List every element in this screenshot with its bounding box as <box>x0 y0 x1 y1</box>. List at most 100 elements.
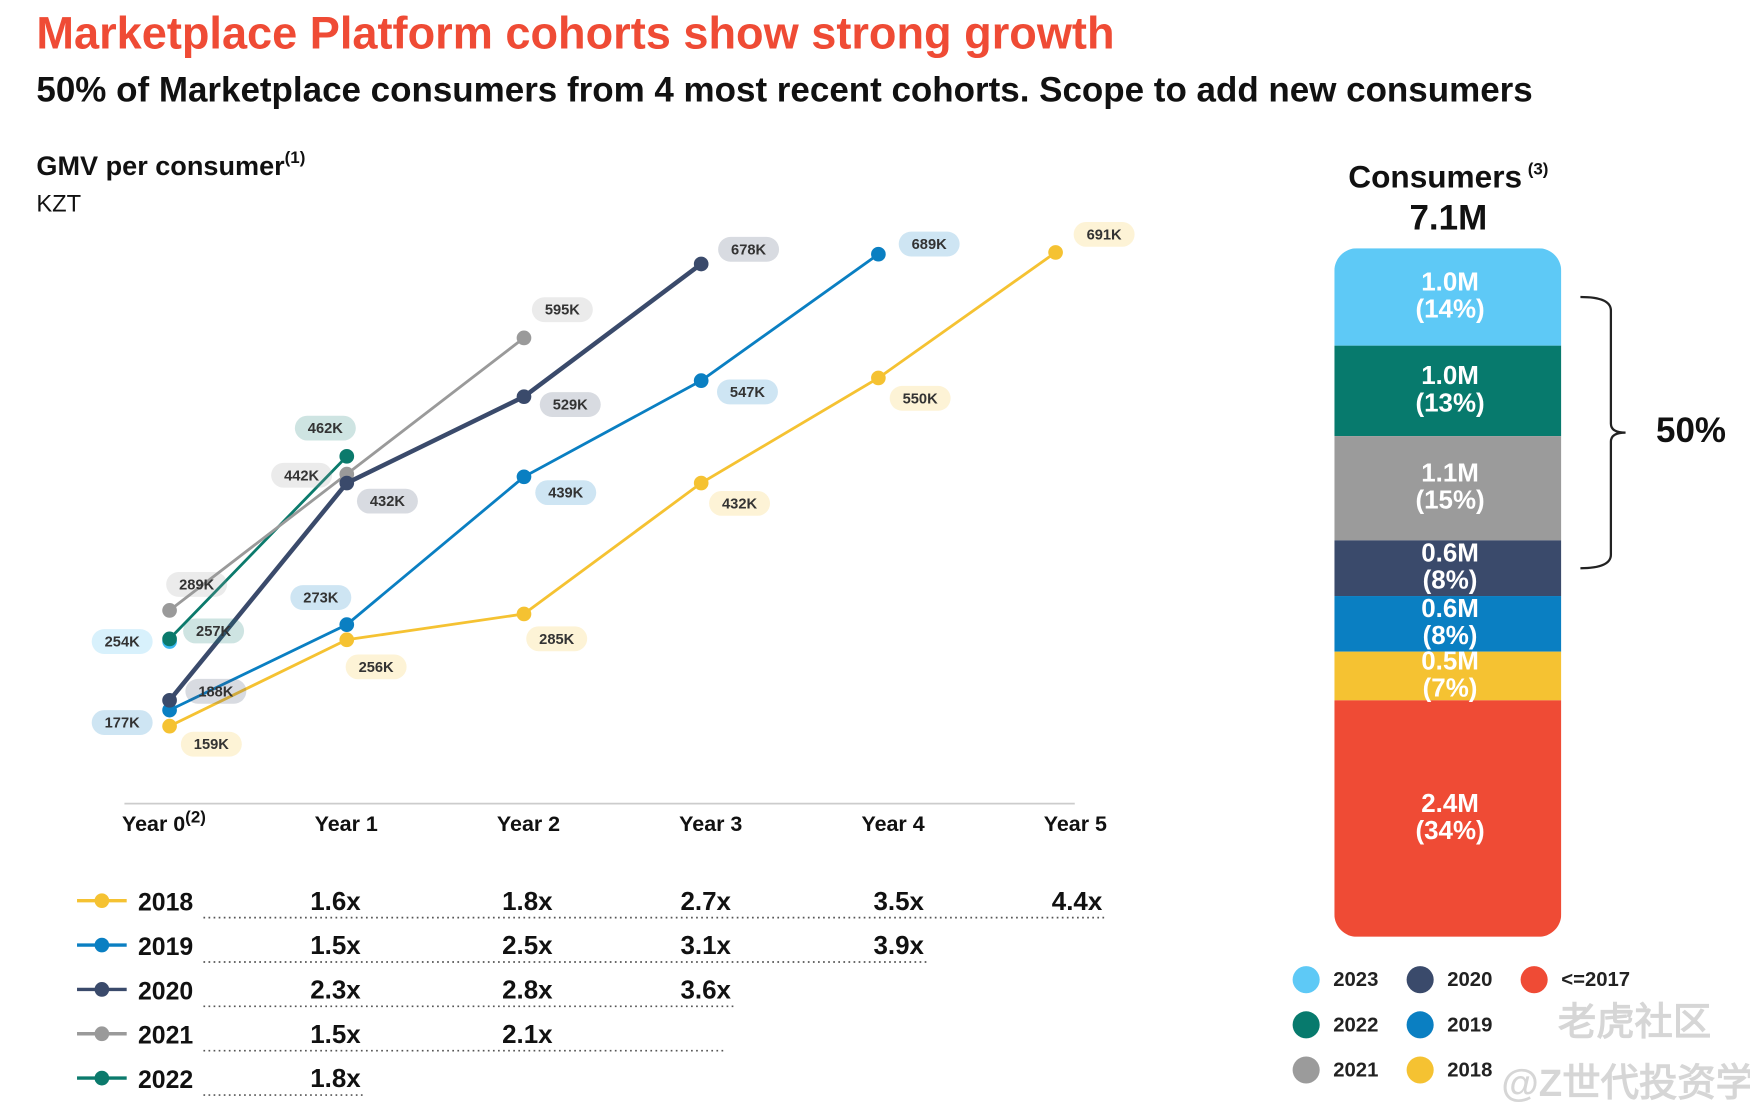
bracket-label: 50% <box>1656 411 1726 450</box>
x-tick-label: Year 4 <box>861 812 924 836</box>
multiple: 1.6x <box>310 888 361 916</box>
multiple: 3.5x <box>873 888 924 916</box>
label-pill <box>294 415 356 441</box>
legend-dot <box>94 1070 110 1086</box>
multiple: 4.4x <box>1052 888 1103 916</box>
total: 7.1M <box>1409 198 1487 237</box>
data-label: 547K <box>730 385 765 401</box>
unit: KZT <box>36 192 81 218</box>
row-name: 2018 <box>138 890 193 917</box>
point <box>516 469 532 485</box>
x-tick-label: Year 1 <box>315 812 378 836</box>
segment-share: (34%) <box>1415 817 1484 845</box>
label-pill <box>709 490 771 516</box>
point <box>1048 245 1063 260</box>
multiple: 3.6x <box>680 977 731 1005</box>
point <box>516 389 532 405</box>
bar-segment <box>1334 345 1562 437</box>
data-label: 678K <box>731 242 766 258</box>
footnote-mark: (2) <box>185 808 206 827</box>
legend-label: 2019 <box>1447 1014 1492 1036</box>
x-tick-text: Year 0 <box>122 812 185 836</box>
point <box>339 448 355 464</box>
label-pill <box>531 297 593 323</box>
data-label: 439K <box>548 486 583 502</box>
label-pill <box>716 379 778 405</box>
line <box>168 251 1057 728</box>
legend-swatch <box>1520 966 1548 994</box>
label-pill <box>889 385 951 411</box>
legend-swatch <box>1406 1011 1434 1039</box>
segment-share: (14%) <box>1415 295 1484 323</box>
row-name: 2020 <box>138 978 193 1005</box>
legend-swatch <box>1406 966 1434 994</box>
multiple: 2.8x <box>502 977 553 1005</box>
label-pill <box>898 231 960 257</box>
data-label: 289K <box>179 577 214 593</box>
chart-title-text: GMV per consumer <box>36 150 285 181</box>
label-pill <box>526 626 588 652</box>
point <box>162 603 177 618</box>
data-label: 595K <box>545 303 580 319</box>
legend-swatch <box>1292 1056 1320 1084</box>
subtitle: 50% of Marketplace consumers from 4 most… <box>36 71 1532 110</box>
data-label: 256K <box>359 660 394 676</box>
legend-label: 2018 <box>1447 1059 1492 1081</box>
row-name: 2021 <box>138 1023 193 1050</box>
label-pill <box>535 480 597 506</box>
data-label: 462K <box>308 421 343 437</box>
bar-segment <box>1334 248 1562 346</box>
label-pill <box>539 392 601 417</box>
multiple: 2.7x <box>680 888 731 916</box>
point <box>871 370 886 386</box>
line <box>168 455 348 640</box>
x-tick-label: Year 5 <box>1044 812 1107 836</box>
bar-title-text: Consumers <box>1348 159 1522 195</box>
data-label: 689K <box>912 237 947 253</box>
segment-label: 2.4M <box>1421 790 1479 818</box>
label-pill <box>1073 221 1135 247</box>
data-label: 442K <box>284 468 319 484</box>
segment-share: (8%) <box>1423 567 1478 595</box>
data-label: 177K <box>105 716 140 732</box>
multiple: 1.8x <box>502 888 553 916</box>
point <box>693 373 709 388</box>
data-label: 529K <box>553 398 588 414</box>
label-pill <box>166 572 228 597</box>
x-tick-text: Year 4 <box>861 812 924 836</box>
label-pill <box>185 678 247 704</box>
data-label: 550K <box>903 391 938 407</box>
label-pill <box>718 236 780 262</box>
x-tick-label: Year 2 <box>497 812 560 836</box>
chart-title: GMV per consumer(1) <box>36 149 305 182</box>
legend-label: 2023 <box>1333 969 1378 991</box>
data-label: 188K <box>198 684 233 700</box>
x-tick-text: Year 2 <box>497 812 560 836</box>
multiple: 3.9x <box>873 932 924 960</box>
x-tick-label: Year 0(2) <box>122 808 206 836</box>
footnote-mark: (1) <box>285 149 306 168</box>
legend-label: <=2017 <box>1561 969 1630 991</box>
row-name: 2022 <box>138 1067 193 1094</box>
legend-label: 2022 <box>1333 1014 1378 1036</box>
point <box>516 606 532 622</box>
legend-dot <box>94 893 110 909</box>
footnote-mark: (3) <box>1528 160 1549 179</box>
point <box>693 256 709 272</box>
point <box>339 632 355 648</box>
multiple: 2.5x <box>502 932 553 960</box>
watermark: 老虎社区 <box>1558 1001 1711 1044</box>
legend-swatch <box>1292 966 1320 994</box>
label-pill <box>91 710 153 735</box>
segment-label: 0.5M <box>1421 647 1479 675</box>
bar-segment <box>1334 700 1562 937</box>
segment-label: 0.6M <box>1421 595 1479 623</box>
point <box>693 475 709 491</box>
point <box>516 330 532 346</box>
multiple: 1.8x <box>310 1065 361 1093</box>
bar-title: Consumers (3) <box>1348 159 1548 195</box>
point <box>162 631 177 647</box>
data-label: 273K <box>303 591 338 607</box>
